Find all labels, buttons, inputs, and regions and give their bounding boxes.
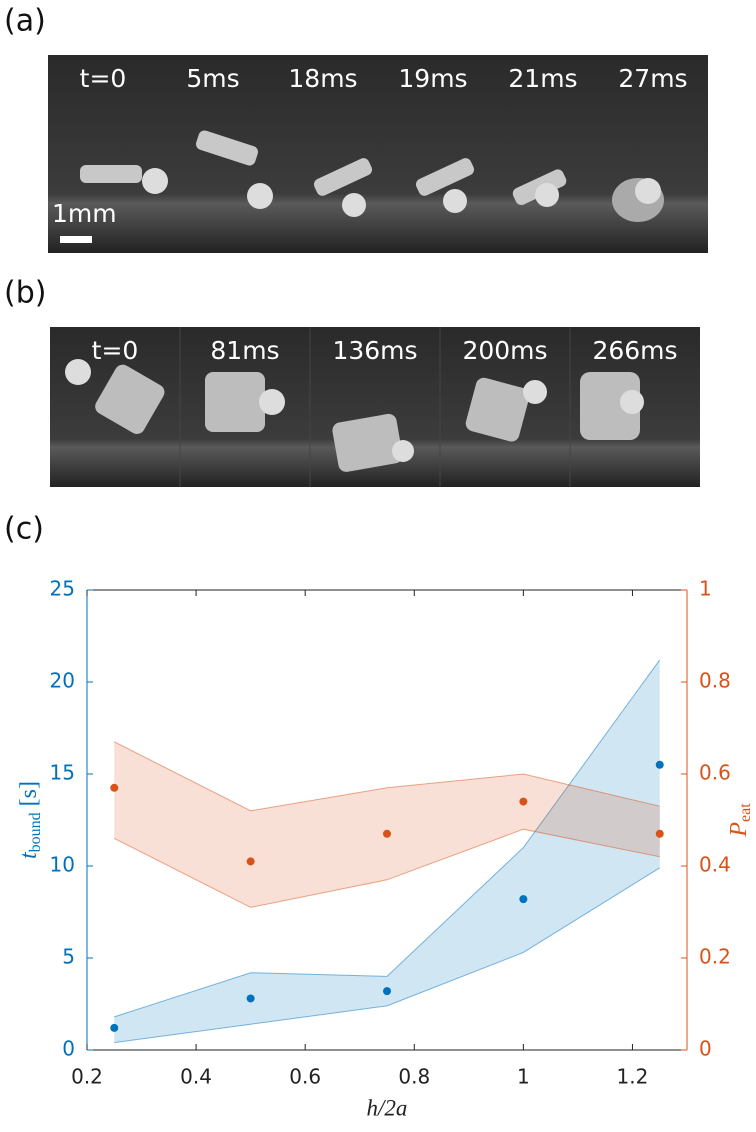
frame-label: t=0 (92, 336, 139, 365)
x-tick-label: 0.4 (180, 1065, 212, 1089)
data-point (656, 830, 664, 838)
scale-bar-label: 1mm (52, 199, 117, 228)
x-tick-label: 0.6 (289, 1065, 321, 1089)
frame-label: t=0 (80, 64, 127, 93)
data-point (110, 1024, 118, 1032)
data-point (383, 987, 391, 995)
data-point (519, 798, 527, 806)
y2-tick-label: 0.4 (699, 853, 731, 877)
panel-label: (b) (4, 276, 46, 311)
x-tick-label: 0.8 (398, 1065, 430, 1089)
photo-strip (48, 55, 708, 253)
y2-label-symbol: P (726, 822, 752, 838)
y-tick-label: 20 (50, 669, 75, 693)
y-tick-label: 5 (62, 945, 75, 969)
data-point (656, 761, 664, 769)
y-label-sub: bound (27, 812, 44, 852)
data-point (110, 784, 118, 792)
frame-label: 19ms (398, 64, 467, 93)
y2-tick-label: 0.6 (699, 761, 731, 785)
data-point (247, 857, 255, 865)
y-tick-label: 0 (62, 1037, 75, 1061)
panel-label: (c) (4, 512, 44, 547)
data-point (519, 895, 527, 903)
x-tick-label: 1 (517, 1065, 530, 1089)
y2-tick-label: 0.2 (699, 945, 731, 969)
y2-tick-label: 0 (699, 1037, 712, 1061)
data-point (247, 994, 255, 1002)
frame-label: 81ms (210, 336, 279, 365)
y-tick-label: 25 (50, 577, 75, 601)
frame-label: 18ms (288, 64, 357, 93)
frame-label: 200ms (462, 336, 547, 365)
frame-label: 136ms (332, 336, 417, 365)
y2-tick-label: 0.8 (699, 669, 731, 693)
figure: (a) 1mm (b) (c) t=0 5ms 18ms 19ms 21ms 27ms t=… (0, 0, 756, 1128)
frame-label: 27ms (618, 64, 687, 93)
y-tick-label: 10 (50, 853, 75, 877)
x-tick-label: 1.2 (617, 1065, 649, 1089)
frame-label: 5ms (186, 64, 239, 93)
x-tick-label: 0.2 (71, 1065, 103, 1089)
x-axis-label: h/2a (367, 1095, 408, 1120)
y2-tick-label: 1 (699, 577, 712, 601)
y-axis-label: tbound[s] (16, 781, 44, 859)
y2-axis-label: Peat (726, 803, 754, 838)
frame-label: 21ms (508, 64, 577, 93)
panel-label: (a) (4, 4, 46, 39)
y-tick-label: 15 (50, 761, 75, 785)
data-point (383, 830, 391, 838)
y-label-unit: [s] (16, 781, 42, 806)
frame-label: 266ms (592, 336, 677, 365)
y2-label-sub: eat (737, 803, 754, 822)
scale-bar (60, 236, 92, 243)
